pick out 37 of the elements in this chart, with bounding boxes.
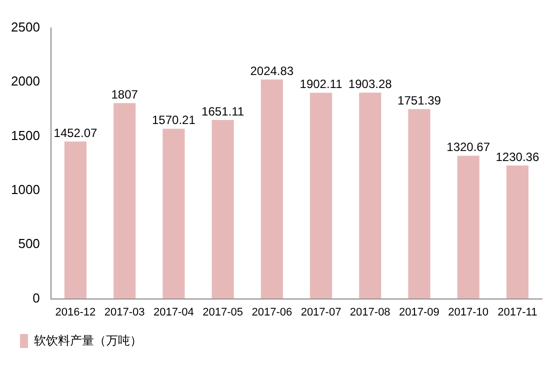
data-label: 1902.11 xyxy=(300,77,343,92)
x-tick-label: 2017-08 xyxy=(350,306,390,318)
data-label: 1320.67 xyxy=(446,140,490,154)
data-label: 1807 xyxy=(111,87,138,102)
y-tick-label: 1500 xyxy=(11,128,40,143)
bar xyxy=(310,92,332,299)
x-tick-label: 2017-09 xyxy=(399,306,440,318)
data-label: 1751.39 xyxy=(398,93,442,108)
bar xyxy=(506,166,528,299)
bar xyxy=(457,156,480,299)
x-tick-label: 2017-10 xyxy=(448,306,489,318)
data-label: 1651.11 xyxy=(202,104,244,118)
y-tick-label: 2000 xyxy=(11,74,40,89)
data-label: 2024.83 xyxy=(250,64,294,78)
y-tick-label: 2500 xyxy=(11,20,40,35)
x-tick-label: 2017-07 xyxy=(300,306,342,318)
bar xyxy=(260,79,283,299)
bar xyxy=(359,92,382,299)
bar xyxy=(114,103,136,299)
bar xyxy=(408,109,430,299)
data-label: 1903.28 xyxy=(348,76,392,91)
x-tick-label: 2017-04 xyxy=(154,306,194,318)
x-tick-label: 2017-11 xyxy=(498,306,538,318)
x-tick-label: 2016-12 xyxy=(55,306,96,318)
y-tick-label: 0 xyxy=(32,290,40,306)
data-label: 1570.21 xyxy=(152,113,196,128)
y-tick-label: 1000 xyxy=(11,182,40,198)
bar xyxy=(212,120,234,299)
data-label: 1230.36 xyxy=(496,150,540,164)
x-tick-label: 2017-05 xyxy=(202,306,243,318)
bar xyxy=(162,128,185,299)
legend-label: 软饮料产量（万吨） xyxy=(34,333,142,348)
y-tick-label: 500 xyxy=(18,236,40,252)
x-tick-label: 2017-03 xyxy=(104,306,145,318)
bar xyxy=(64,142,87,299)
x-tick-label: 2017-06 xyxy=(252,306,292,318)
data-label: 1452.07 xyxy=(54,126,98,140)
